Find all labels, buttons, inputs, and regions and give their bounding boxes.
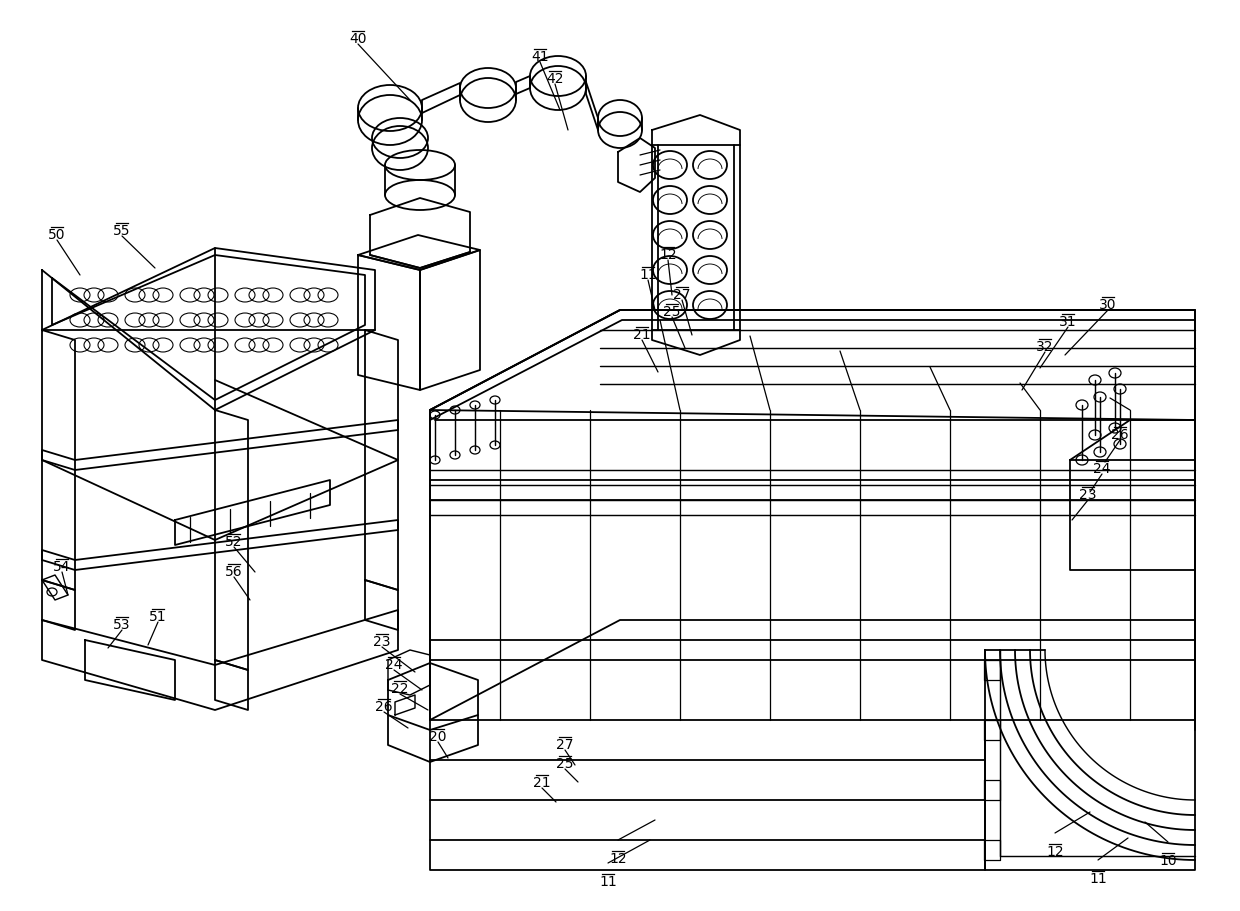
Text: 25: 25 — [663, 305, 681, 319]
Text: 26: 26 — [1111, 428, 1128, 442]
Text: 11: 11 — [599, 875, 616, 889]
Text: 32: 32 — [1037, 340, 1054, 354]
Text: 31: 31 — [1059, 315, 1076, 329]
Text: 41: 41 — [531, 50, 549, 64]
Text: 12: 12 — [609, 852, 626, 866]
Text: 42: 42 — [547, 72, 564, 86]
Text: 50: 50 — [48, 228, 66, 242]
Text: 23: 23 — [373, 635, 391, 649]
Text: 30: 30 — [1099, 298, 1117, 312]
Text: 52: 52 — [226, 535, 243, 549]
Text: 23: 23 — [1079, 488, 1096, 502]
Text: 12: 12 — [1047, 845, 1064, 859]
Text: 27: 27 — [557, 738, 574, 752]
Text: 40: 40 — [350, 32, 367, 46]
Text: 54: 54 — [53, 560, 71, 574]
Text: 24: 24 — [386, 658, 403, 672]
Text: 55: 55 — [113, 224, 130, 238]
Text: 12: 12 — [660, 248, 677, 262]
Text: 21: 21 — [634, 328, 651, 342]
Text: 24: 24 — [1094, 462, 1111, 476]
Text: 56: 56 — [226, 565, 243, 579]
Text: 10: 10 — [1159, 854, 1177, 868]
Text: 20: 20 — [429, 730, 446, 744]
Text: 25: 25 — [557, 757, 574, 771]
Text: 11: 11 — [639, 268, 657, 282]
Text: 53: 53 — [113, 618, 130, 632]
Text: 26: 26 — [376, 700, 393, 714]
Text: 27: 27 — [673, 288, 691, 302]
Text: 51: 51 — [149, 610, 167, 624]
Text: 22: 22 — [392, 682, 409, 696]
Text: 11: 11 — [1089, 872, 1107, 886]
Text: 21: 21 — [533, 776, 551, 790]
